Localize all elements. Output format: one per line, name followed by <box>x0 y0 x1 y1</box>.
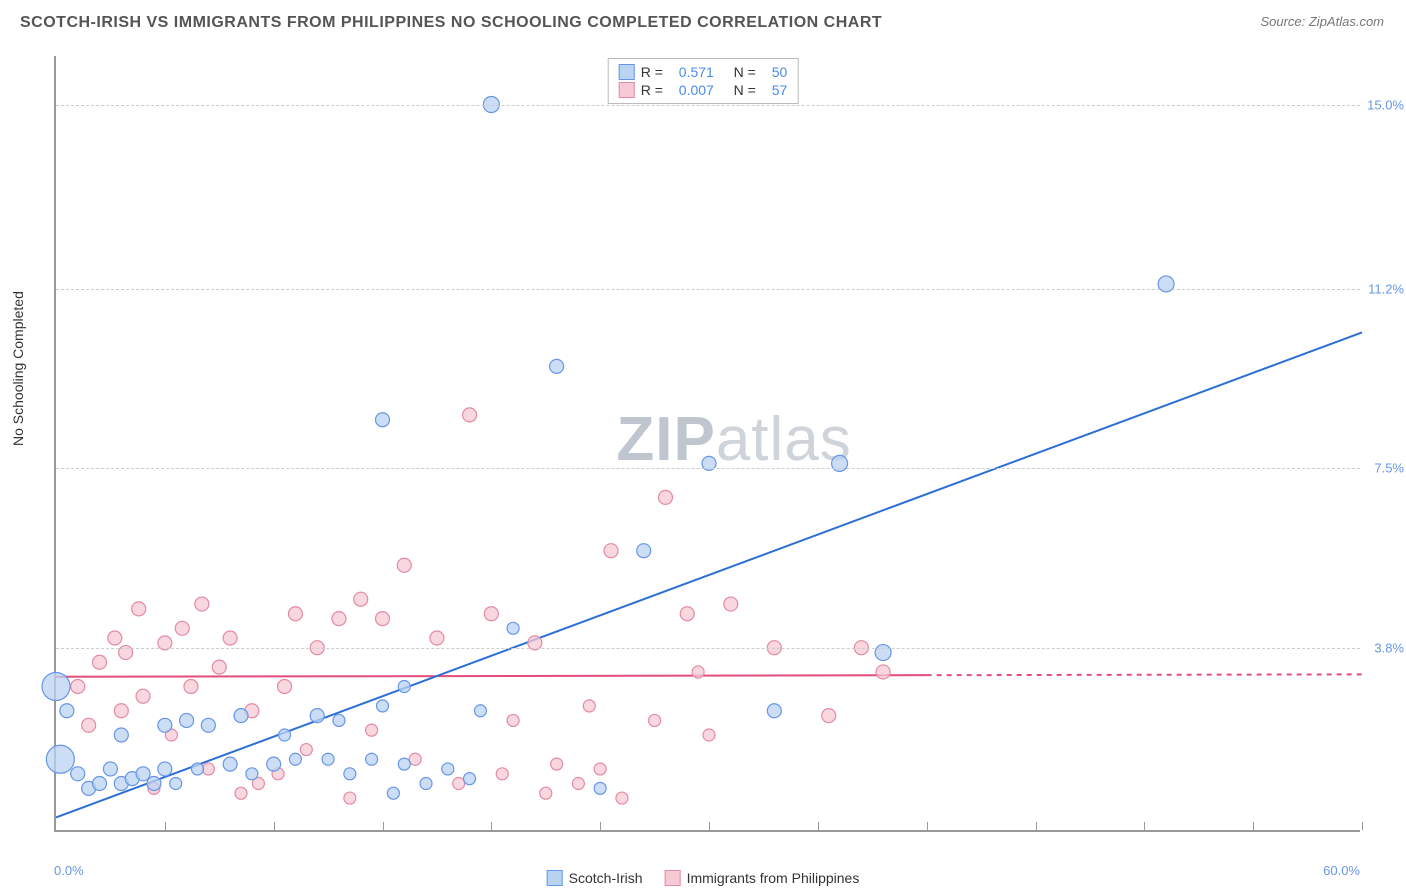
legend-item-pink: Immigrants from Philippines <box>665 870 860 886</box>
legend-row-pink: R = 0.007 N = 57 <box>619 81 788 99</box>
swatch-pink-icon <box>665 870 681 886</box>
chart-title: SCOTCH-IRISH VS IMMIGRANTS FROM PHILIPPI… <box>20 14 882 32</box>
x-max-label: 60.0% <box>1323 863 1360 878</box>
series-legend: Scotch-Irish Immigrants from Philippines <box>547 870 860 886</box>
chart-container: SCOTCH-IRISH VS IMMIGRANTS FROM PHILIPPI… <box>0 0 1406 892</box>
swatch-blue-icon <box>547 870 563 886</box>
swatch-blue <box>619 64 635 80</box>
correlation-legend: R = 0.571 N = 50 R = 0.007 N = 57 <box>608 58 799 104</box>
y-axis-label: No Schooling Completed <box>10 291 26 446</box>
scatter-svg <box>56 56 1360 830</box>
legend-item-blue: Scotch-Irish <box>547 870 643 886</box>
source-label: Source: ZipAtlas.com <box>1260 14 1384 29</box>
x-min-label: 0.0% <box>54 863 84 878</box>
swatch-pink <box>619 82 635 98</box>
plot-area: ZIPatlas 3.8%7.5%11.2%15.0% <box>54 56 1360 832</box>
legend-row-blue: R = 0.571 N = 50 <box>619 63 788 81</box>
legend-label-blue: Scotch-Irish <box>569 870 643 886</box>
legend-label-pink: Immigrants from Philippines <box>687 870 860 886</box>
